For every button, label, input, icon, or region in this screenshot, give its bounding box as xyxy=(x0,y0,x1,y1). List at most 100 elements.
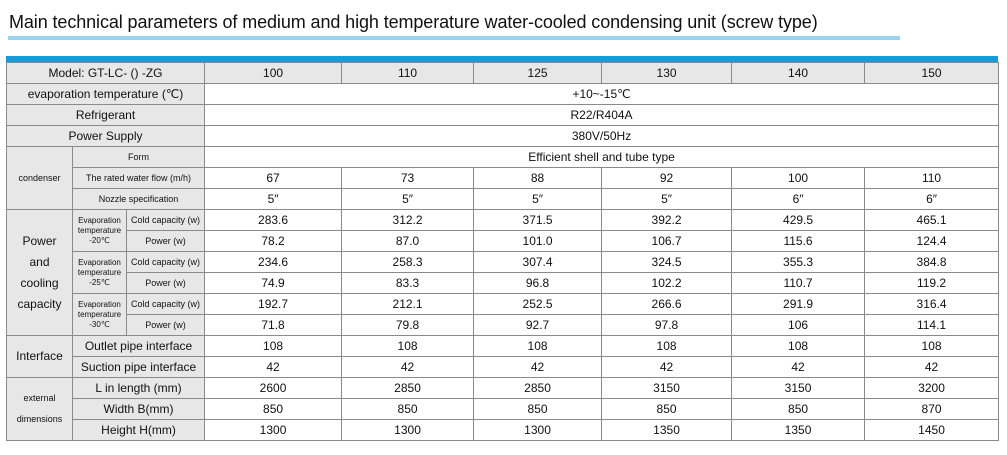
evap-temp-minus20: Evaporation temperature -20℃ xyxy=(72,209,127,252)
table-cell: 110.7 xyxy=(731,272,866,294)
interface-group-label: Interface xyxy=(6,335,73,378)
table-cell: 850 xyxy=(731,398,866,420)
table-cell: 312.2 xyxy=(341,209,475,231)
table-cell: 73 xyxy=(341,167,475,189)
form-value: Efficient shell and tube type xyxy=(204,146,1000,168)
table-cell: 108 xyxy=(204,335,343,357)
table-cell: 108 xyxy=(601,335,733,357)
table-cell: 2600 xyxy=(204,377,343,399)
table-cell: 324.5 xyxy=(601,251,733,273)
dimensions-group-line: dimensions xyxy=(16,414,63,424)
table-cell: 100 xyxy=(731,167,866,189)
form-label: Form xyxy=(71,146,206,168)
model-cell: 125 xyxy=(473,62,603,84)
table-cell: 79.8 xyxy=(341,314,475,336)
table-cell: 291.9 xyxy=(731,293,866,315)
table-cell: 392.2 xyxy=(601,209,733,231)
capacity-group-label: Power and cooling capacity xyxy=(6,209,73,336)
table-cell: 106 xyxy=(731,314,866,336)
table-cell: 124.4 xyxy=(864,230,1000,252)
table-cell: 2850 xyxy=(473,377,603,399)
table-row: Evaporation temperature -25℃ Cold capaci… xyxy=(7,251,1000,294)
table-row: Power (w) 71.8 79.8 92.7 97.8 106 114.1 xyxy=(7,314,1000,336)
table-cell: 5″ xyxy=(473,188,603,210)
table-cell: 42 xyxy=(341,356,475,378)
table-cell: 307.4 xyxy=(473,251,603,273)
table-cell: 67 xyxy=(204,167,343,189)
table-row: Power (w) 78.2 87.0 101.0 106.7 115.6 12… xyxy=(7,230,1000,252)
suction-label: Suction pipe interface xyxy=(71,356,206,378)
table-row: Evaporation temperature -30℃ Cold capaci… xyxy=(7,293,1000,336)
table-cell: 429.5 xyxy=(731,209,866,231)
table-cell: 88 xyxy=(473,167,603,189)
table-top-band xyxy=(6,56,998,62)
evap-line: temperature xyxy=(77,267,122,277)
table-cell: 266.6 xyxy=(601,293,733,315)
table-row: Height H(mm) 1300 1300 1300 1350 1350 14… xyxy=(7,419,1000,441)
refrigerant-value: R22/R404A xyxy=(204,104,1000,126)
capacity-group-line: capacity xyxy=(17,296,62,311)
dimensions-group-label: external dimensions xyxy=(6,377,73,441)
table-cell: 465.1 xyxy=(864,209,1000,231)
table-cell: 252.5 xyxy=(473,293,603,315)
table-cell: 74.9 xyxy=(204,272,343,294)
evap-line: temperature xyxy=(77,225,122,235)
page-title: Main technical parameters of medium and … xyxy=(9,12,818,32)
table-cell: 283.6 xyxy=(204,209,343,231)
model-cell: 110 xyxy=(341,62,475,84)
power-supply-label: Power Supply xyxy=(5,125,206,147)
table-cell: 1450 xyxy=(864,419,1000,441)
width-label: Width B(mm) xyxy=(71,398,206,420)
nozzle-label: Nozzle specification xyxy=(71,188,206,210)
evap-line: -30℃ xyxy=(89,319,110,329)
power-label: Power (w) xyxy=(125,314,206,336)
model-cell: 100 xyxy=(204,62,343,84)
table-cell: 850 xyxy=(204,398,343,420)
table-cell: 850 xyxy=(341,398,475,420)
table-cell: 92 xyxy=(601,167,733,189)
table-cell: 384.8 xyxy=(864,251,1000,273)
cold-capacity-label: Cold capacity (w) xyxy=(125,209,206,231)
table-cell: 2850 xyxy=(341,377,475,399)
table-cell: 101.0 xyxy=(473,230,603,252)
table-cell: 1350 xyxy=(731,419,866,441)
table-cell: 850 xyxy=(601,398,733,420)
table-cell: 78.2 xyxy=(204,230,343,252)
power-supply-value: 380V/50Hz xyxy=(204,125,1000,147)
table-row: Width B(mm) 850 850 850 850 850 870 xyxy=(7,398,1000,420)
capacity-group-line: cooling xyxy=(20,275,59,290)
table-cell: 42 xyxy=(601,356,733,378)
table-row: Power Supply 380V/50Hz xyxy=(5,125,1000,147)
evap-temp-value: +10~-15℃ xyxy=(204,83,1000,105)
height-label: Height H(mm) xyxy=(71,419,206,441)
evap-line: temperature xyxy=(77,309,122,319)
table-cell: 92.7 xyxy=(473,314,603,336)
table-cell: 108 xyxy=(731,335,866,357)
cold-capacity-label: Cold capacity (w) xyxy=(125,251,206,273)
table-row: Suction pipe interface 42 42 42 42 42 42 xyxy=(7,356,1000,378)
table-row: Refrigerant R22/R404A xyxy=(5,104,1000,126)
table-cell: 97.8 xyxy=(601,314,733,336)
table-cell: 258.3 xyxy=(341,251,475,273)
table-row: Nozzle specification 5″ 5″ 5″ 5″ 6″ 6″ xyxy=(7,188,1000,210)
model-cell: 130 xyxy=(601,62,733,84)
table-cell: 6″ xyxy=(864,188,1000,210)
table-cell: 108 xyxy=(864,335,1000,357)
table-cell: 371.5 xyxy=(473,209,603,231)
capacity-group-line: Power xyxy=(22,233,57,248)
model-cell: 150 xyxy=(864,62,1000,84)
table-cell: 42 xyxy=(864,356,1000,378)
table-cell: 1300 xyxy=(204,419,343,441)
table-row: Power and cooling capacity Evaporation t… xyxy=(6,209,1000,336)
capacity-group-line: and xyxy=(29,254,50,269)
evap-temp-minus25: Evaporation temperature -25℃ xyxy=(72,251,127,294)
title-underline-bar xyxy=(8,36,900,40)
table-cell: 42 xyxy=(731,356,866,378)
evap-line: -20℃ xyxy=(89,235,110,245)
table-cell: 192.7 xyxy=(204,293,343,315)
table-cell: 212.1 xyxy=(341,293,475,315)
model-cell: 140 xyxy=(731,62,866,84)
table-cell: 3150 xyxy=(601,377,733,399)
evap-temp-label: evaporation temperature (℃) xyxy=(5,83,206,105)
table-cell: 83.3 xyxy=(341,272,475,294)
